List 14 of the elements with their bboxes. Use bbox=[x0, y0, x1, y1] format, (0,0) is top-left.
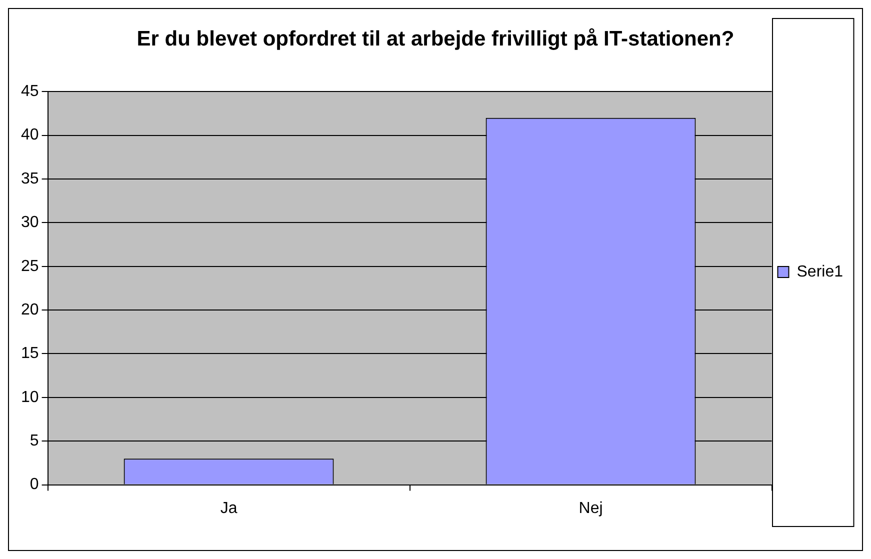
x-tick-label: Nej bbox=[578, 500, 603, 517]
x-tick-label: Ja bbox=[220, 500, 238, 517]
y-tick-label: 5 bbox=[30, 432, 39, 450]
y-tick-label: 40 bbox=[21, 126, 39, 144]
y-tick-label: 45 bbox=[21, 83, 39, 100]
y-tick-label: 0 bbox=[30, 476, 39, 494]
y-tick-label: 35 bbox=[21, 170, 39, 188]
y-tick-label: 30 bbox=[21, 214, 39, 232]
y-tick-label: 20 bbox=[21, 301, 39, 318]
y-tick-label: 10 bbox=[21, 388, 39, 406]
y-tick-label: 15 bbox=[21, 345, 39, 362]
y-tick-label: 25 bbox=[21, 258, 39, 275]
chart-title: Er du blevet opfordret til at arbejde frivilligt på IT-stationen? bbox=[136, 28, 734, 51]
legend-label: Serie1 bbox=[796, 263, 844, 280]
